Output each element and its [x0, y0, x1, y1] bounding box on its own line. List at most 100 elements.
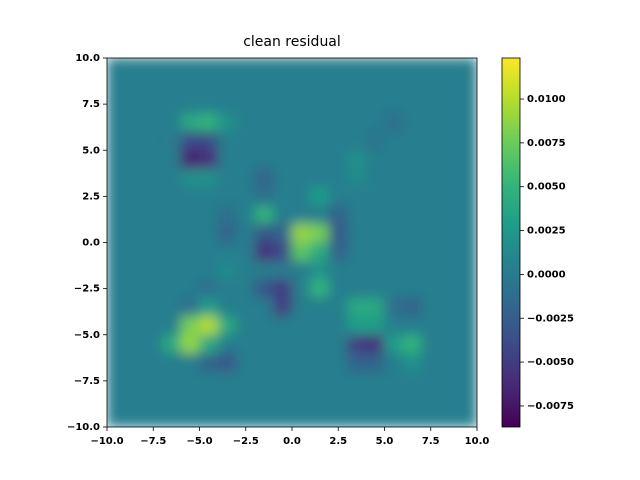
- heatmap-cell: [439, 168, 459, 188]
- heatmap-cell: [458, 279, 477, 299]
- heatmap-cell: [143, 297, 163, 317]
- heatmap-cell: [199, 186, 219, 206]
- heatmap-cell: [254, 131, 274, 151]
- heatmap-cell: [236, 297, 256, 317]
- heatmap-cell: [254, 113, 274, 133]
- heatmap-cell: [310, 205, 330, 225]
- heatmap-cell: [236, 371, 256, 391]
- heatmap-cell: [143, 205, 163, 225]
- heatmap-cell: [310, 242, 330, 262]
- x-tick-label: 5.0: [376, 436, 394, 447]
- heatmap-cell: [180, 149, 200, 169]
- heatmap-cell: [328, 316, 348, 336]
- heatmap-cell: [458, 58, 477, 77]
- heatmap-cell: [421, 205, 441, 225]
- heatmap-cells: [107, 58, 477, 427]
- heatmap-cell: [273, 260, 293, 280]
- heatmap-cell: [384, 371, 404, 391]
- heatmap-cell: [421, 58, 441, 77]
- heatmap-cell: [291, 131, 311, 151]
- heatmap-cell: [125, 168, 145, 188]
- heatmap-cell: [180, 371, 200, 391]
- y-tick-label: 2.5: [82, 191, 100, 202]
- heatmap-cell: [328, 168, 348, 188]
- heatmap-cell: [199, 242, 219, 262]
- heatmap-cell: [310, 279, 330, 299]
- heatmap-cell: [107, 279, 126, 299]
- heatmap-cell: [236, 389, 256, 409]
- heatmap-cell: [365, 334, 385, 354]
- heatmap-cell: [236, 260, 256, 280]
- heatmap-cell: [180, 76, 200, 96]
- heatmap-cell: [199, 131, 219, 151]
- heatmap-cell: [291, 279, 311, 299]
- y-tick-label: 5.0: [82, 145, 100, 156]
- heatmap-cell: [402, 94, 422, 114]
- heatmap-cell: [365, 58, 385, 77]
- heatmap-cell: [365, 297, 385, 317]
- heatmap-cell: [365, 168, 385, 188]
- heatmap-cell: [439, 223, 459, 243]
- heatmap-cell: [180, 408, 200, 427]
- x-tick-label: −2.5: [233, 436, 259, 447]
- heatmap-cell: [236, 58, 256, 77]
- heatmap-cell: [384, 131, 404, 151]
- heatmap-cell: [328, 352, 348, 372]
- heatmap-cell: [199, 149, 219, 169]
- heatmap-cell: [421, 242, 441, 262]
- heatmap-cell: [310, 316, 330, 336]
- heatmap-cell: [291, 371, 311, 391]
- heatmap-cell: [143, 334, 163, 354]
- heatmap-cell: [236, 242, 256, 262]
- heatmap-cell: [217, 113, 237, 133]
- heatmap-cell: [217, 94, 237, 114]
- heatmap-cell: [402, 131, 422, 151]
- x-tick-label: 7.5: [422, 436, 440, 447]
- heatmap-cell: [365, 260, 385, 280]
- heatmap-cell: [254, 297, 274, 317]
- heatmap-cell: [347, 223, 367, 243]
- heatmap-cell: [254, 94, 274, 114]
- heatmap-cell: [125, 113, 145, 133]
- heatmap-cell: [254, 352, 274, 372]
- heatmap-cell: [291, 76, 311, 96]
- heatmap-cell: [402, 334, 422, 354]
- heatmap-cell: [291, 352, 311, 372]
- heatmap-cell: [439, 279, 459, 299]
- heatmap-cell: [180, 297, 200, 317]
- heatmap-cell: [439, 352, 459, 372]
- colorbar: [501, 57, 521, 428]
- heatmap-cell: [162, 58, 182, 77]
- heatmap-cell: [421, 408, 441, 427]
- heatmap-cell: [162, 223, 182, 243]
- heatmap-cell: [458, 131, 477, 151]
- heatmap-cell: [273, 297, 293, 317]
- heatmap-cell: [143, 149, 163, 169]
- heatmap-cell: [347, 316, 367, 336]
- heatmap-cell: [107, 168, 126, 188]
- chart-title: clean residual: [243, 34, 341, 50]
- colorbar-tick-label: −0.0025: [527, 313, 574, 324]
- heatmap-cell: [254, 186, 274, 206]
- heatmap-cell: [458, 352, 477, 372]
- heatmap-cell: [162, 149, 182, 169]
- heatmap-cell: [180, 260, 200, 280]
- heatmap-cell: [439, 297, 459, 317]
- heatmap-cell: [236, 352, 256, 372]
- heatmap-cell: [328, 58, 348, 77]
- heatmap-cell: [217, 352, 237, 372]
- heatmap-cell: [458, 149, 477, 169]
- heatmap-cell: [143, 76, 163, 96]
- heatmap-cell: [254, 76, 274, 96]
- heatmap-cell: [273, 371, 293, 391]
- heatmap-cell: [107, 242, 126, 262]
- heatmap-cell: [143, 113, 163, 133]
- heatmap-cell: [199, 371, 219, 391]
- heatmap-cell: [310, 352, 330, 372]
- y-tick-label: 0.0: [82, 238, 100, 249]
- heatmap-cell: [143, 389, 163, 409]
- x-tick-label: −7.5: [140, 436, 166, 447]
- heatmap-cell: [236, 168, 256, 188]
- heatmap-cell: [421, 316, 441, 336]
